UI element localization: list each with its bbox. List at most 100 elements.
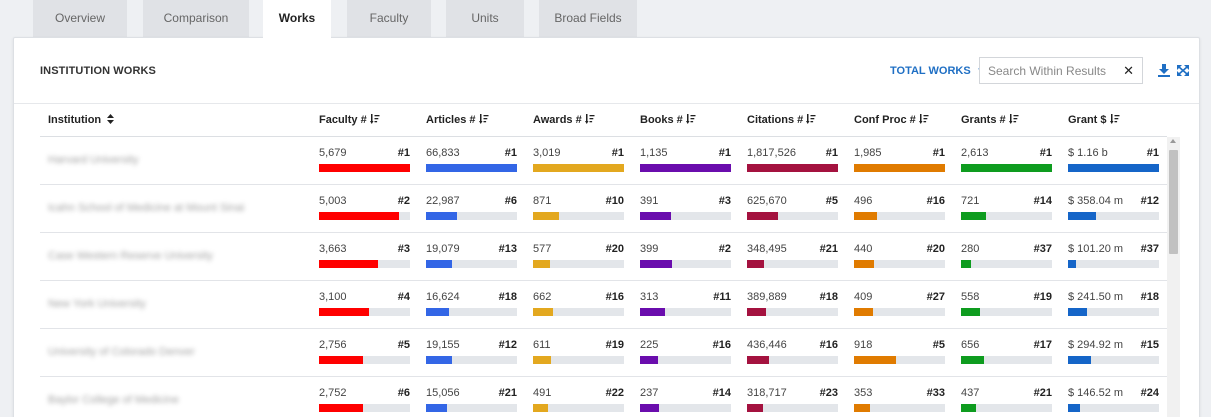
tab-bar: Overview Comparison Works Faculty Units … <box>0 0 1211 40</box>
metric-cell: 399 #2 <box>640 243 731 273</box>
metric-cell: 577 #20 <box>533 243 624 273</box>
table-row[interactable]: Case Western Reserve University 3,663 #3 19… <box>40 233 1167 281</box>
metric-rank: #21 <box>498 387 517 399</box>
metric-rank: #16 <box>712 339 731 351</box>
metric-bar-fill <box>961 260 971 268</box>
metric-bar-track <box>533 164 624 172</box>
metric-bar-track <box>854 212 945 220</box>
institution-name[interactable]: Case Western Reserve University <box>48 250 213 262</box>
metric-cell: 16,624 #18 <box>426 291 517 321</box>
metric-cell: $ 358.04 m #12 <box>1068 195 1159 225</box>
metric-rank: #1 <box>504 147 517 159</box>
metric-bar-fill <box>426 260 453 268</box>
metric-bar-track <box>640 356 731 364</box>
metric-value: 558 <box>961 291 980 303</box>
metric-bar-fill <box>533 404 548 412</box>
institution-name[interactable]: Harvard University <box>48 154 139 166</box>
header-grants[interactable]: Grants # <box>961 114 1019 127</box>
metric-bar-fill <box>747 356 769 364</box>
header-label: Grant $ <box>1068 114 1107 126</box>
table-row[interactable]: University of Colorado Denver 2,756 #5 19,1… <box>40 329 1167 377</box>
metric-bar-fill <box>426 308 449 316</box>
table-row[interactable]: Harvard University 5,679 #1 66,833 #1 3,019 #1… <box>40 137 1167 185</box>
metric-rank: #2 <box>397 195 410 207</box>
close-icon[interactable]: ✕ <box>1123 63 1134 78</box>
metric-bar-track <box>747 308 838 316</box>
tab-comparison[interactable]: Comparison <box>143 0 249 37</box>
institution-name[interactable]: Icahn School of Medicine at Mount Sinai <box>48 202 245 214</box>
scroll-up-arrow-icon[interactable] <box>1170 139 1176 143</box>
header-grant[interactable]: Grant $ <box>1068 114 1120 127</box>
metric-rank: #6 <box>504 195 517 207</box>
metric-bar-track <box>961 308 1052 316</box>
metric-cell: 313 #11 <box>640 291 731 321</box>
tab-units[interactable]: Units <box>446 0 524 37</box>
header-awards[interactable]: Awards # <box>533 114 595 127</box>
metric-bar-fill <box>854 308 874 316</box>
institution-name[interactable]: Baylor College of Medicine <box>48 394 179 406</box>
metric-bar-track <box>533 212 624 220</box>
metric-cell: 19,079 #13 <box>426 243 517 273</box>
sort-descending-icon <box>1109 114 1120 127</box>
metric-rank: #33 <box>926 387 945 399</box>
header-books[interactable]: Books # <box>640 114 696 127</box>
metric-cell: 353 #33 <box>854 387 945 417</box>
metric-rank: #5 <box>397 339 410 351</box>
metric-value: 19,079 <box>426 243 460 255</box>
metric-cell: 19,155 #12 <box>426 339 517 369</box>
tab-broad-fields[interactable]: Broad Fields <box>539 0 637 37</box>
metric-rank: #5 <box>825 195 838 207</box>
sort-descending-icon <box>584 114 595 127</box>
metric-cell: 409 #27 <box>854 291 945 321</box>
metric-value: 3,019 <box>533 147 561 159</box>
header-institution[interactable]: Institution <box>48 114 115 127</box>
table-row[interactable]: Icahn School of Medicine at Mount Sinai 5… <box>40 185 1167 233</box>
header-faculty[interactable]: Faculty # <box>319 114 380 127</box>
total-works-dropdown[interactable]: TOTAL WORKS▼ <box>890 65 985 77</box>
metric-value: 66,833 <box>426 147 460 159</box>
metric-rank: #18 <box>498 291 517 303</box>
metric-cell: 5,679 #1 <box>319 147 410 177</box>
header-conf-proc[interactable]: Conf Proc # <box>854 114 929 127</box>
metric-rank: #2 <box>718 243 731 255</box>
table-row[interactable]: New York University 3,100 #4 16,624 #18 662 #1… <box>40 281 1167 329</box>
sort-descending-icon <box>806 114 816 127</box>
table-row[interactable]: Baylor College of Medicine 2,752 #6 15,056 #… <box>40 377 1167 417</box>
metric-cell: 436,446 #16 <box>747 339 838 369</box>
metric-bar-track <box>426 404 517 412</box>
metric-bar-track <box>533 404 624 412</box>
tab-works[interactable]: Works <box>263 0 331 40</box>
tab-faculty[interactable]: Faculty <box>347 0 431 37</box>
metric-bar-track <box>426 356 517 364</box>
metric-cell: 15,056 #21 <box>426 387 517 417</box>
metric-cell: $ 1.16 b #1 <box>1068 147 1159 177</box>
metric-value: 440 <box>854 243 873 255</box>
metric-value: 496 <box>854 195 873 207</box>
metric-rank: #27 <box>926 291 945 303</box>
metric-bar-fill <box>319 260 378 268</box>
metric-bar-track <box>533 356 624 364</box>
scroll-thumb[interactable] <box>1169 150 1178 254</box>
vertical-scrollbar[interactable] <box>1167 137 1180 417</box>
metric-bar-track <box>747 356 838 364</box>
metric-rank: #18 <box>1140 291 1159 303</box>
header-citations[interactable]: Citations # <box>747 114 816 127</box>
download-icon[interactable] <box>1157 62 1171 78</box>
metric-bar-fill <box>1068 308 1088 316</box>
metric-rank: #16 <box>605 291 624 303</box>
metric-cell: $ 294.92 m #15 <box>1068 339 1159 369</box>
metric-cell: 611 #19 <box>533 339 624 369</box>
institution-name[interactable]: New York University <box>48 298 146 310</box>
metric-value: 348,495 <box>747 243 787 255</box>
metric-bar-fill <box>533 308 554 316</box>
expand-icon[interactable] <box>1176 62 1190 78</box>
metric-bar-fill <box>854 260 875 268</box>
institution-name[interactable]: University of Colorado Denver <box>48 346 195 358</box>
metric-bar-fill <box>961 404 977 412</box>
metric-bar-track <box>640 404 731 412</box>
header-articles[interactable]: Articles # <box>426 114 489 127</box>
metric-cell: 237 #14 <box>640 387 731 417</box>
metric-bar-track <box>747 212 838 220</box>
tab-overview[interactable]: Overview <box>33 0 127 37</box>
search-input[interactable] <box>988 62 1118 80</box>
